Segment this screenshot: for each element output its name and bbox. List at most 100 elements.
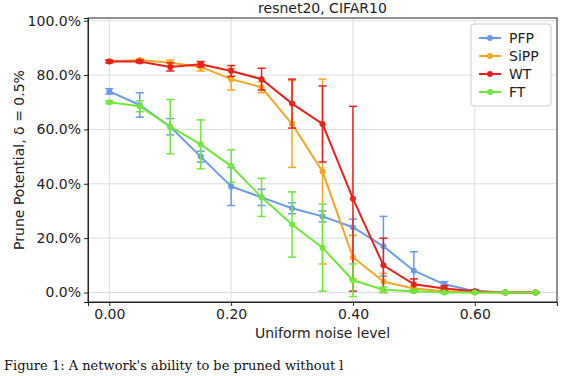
- error-bar-cap: [288, 78, 296, 80]
- plot-frame: [88, 18, 557, 302]
- tick: 20.0%: [37, 230, 88, 246]
- annotation: Figure 1: A network's ability to be prun…: [4, 358, 344, 373]
- error-bar: [319, 86, 327, 162]
- series-line: [109, 102, 535, 292]
- error-bar: [166, 63, 174, 71]
- point: [228, 68, 234, 74]
- tick: 60.0%: [37, 121, 88, 137]
- point: [502, 289, 508, 295]
- error-bar: [197, 120, 205, 169]
- error-bar: [197, 61, 205, 66]
- error-bar-cap: [197, 168, 205, 170]
- point: [167, 124, 173, 130]
- error-bar-cap: [319, 78, 327, 80]
- error-bar-cap: [166, 99, 174, 101]
- point: [167, 124, 173, 130]
- x-axis: 0.00 0.20 0.40 0.60: [89, 302, 558, 322]
- error-bar-cap: [349, 296, 357, 298]
- tick-mark: [84, 292, 88, 293]
- tick-label: 0.20: [216, 306, 247, 322]
- error-bar-cap: [319, 85, 327, 87]
- point: [350, 196, 356, 202]
- tick-mark: [84, 184, 88, 185]
- point: [411, 288, 417, 294]
- tick-label: 0.00: [94, 306, 125, 322]
- point: [380, 262, 386, 268]
- error-bar-cap: [258, 216, 266, 218]
- point: [472, 289, 478, 295]
- error-bar-cap: [410, 278, 418, 280]
- error-bar-cap: [166, 70, 174, 72]
- tick-label: 0.40: [338, 306, 369, 322]
- legend: PFPSiPPWTFT: [471, 24, 551, 106]
- legend-label: PFP: [509, 30, 534, 46]
- point: [350, 277, 356, 283]
- point: [502, 289, 508, 295]
- tick-mark: [84, 75, 88, 76]
- error-bar-cap: [258, 89, 266, 91]
- error-bar-cap: [319, 290, 327, 292]
- point: [289, 222, 295, 228]
- legend-marker: [487, 89, 493, 95]
- point: [380, 287, 386, 293]
- legend-marker: [487, 71, 493, 77]
- error-bar: [258, 68, 266, 90]
- tick-mark: [84, 21, 88, 22]
- point: [411, 268, 417, 274]
- point: [533, 289, 539, 295]
- point: [198, 141, 204, 147]
- point: [259, 194, 265, 200]
- error-bar-cap: [166, 153, 174, 155]
- error-bar: [288, 79, 296, 128]
- point: [441, 289, 447, 295]
- grid-line: [88, 20, 557, 21]
- point: [502, 289, 508, 295]
- point: [106, 88, 112, 94]
- point: [502, 289, 508, 295]
- error-bar-cap: [136, 116, 144, 118]
- point: [320, 245, 326, 251]
- error-bar: [288, 192, 296, 257]
- error-bar-cap: [349, 263, 357, 265]
- error-bar: [410, 252, 418, 290]
- error-bar-cap: [258, 68, 266, 70]
- tick-label: 100.0%: [28, 13, 81, 29]
- error-bar: [379, 287, 387, 292]
- point: [533, 289, 539, 295]
- point: [137, 58, 143, 64]
- error-bar-cap: [288, 191, 296, 193]
- error-bar: [227, 150, 235, 183]
- error-bar-cap: [197, 70, 205, 72]
- tick: 100.0%: [28, 13, 88, 29]
- tick: 80.0%: [37, 67, 88, 83]
- title: resnet20, CIFAR10: [258, 0, 387, 16]
- error-bar: [105, 89, 113, 94]
- chart: 0.000.200.400.600.0%20.0%40.0%60.0%80.0%…: [0, 0, 580, 376]
- error-bar-cap: [136, 111, 144, 113]
- grid-line: [352, 18, 353, 302]
- point: [533, 289, 539, 295]
- point: [259, 76, 265, 82]
- point: [259, 194, 265, 200]
- error-bar-cap: [288, 167, 296, 169]
- tick: 0.0%: [45, 284, 88, 300]
- point: [320, 169, 326, 175]
- tick: 0.40: [338, 302, 369, 322]
- error-bar-cap: [319, 203, 327, 205]
- legend-label: SiPP: [509, 48, 539, 64]
- legend-marker: [487, 35, 493, 41]
- error-bar-cap: [136, 100, 144, 102]
- error-bar: [227, 68, 235, 90]
- point: [106, 58, 112, 64]
- error-bar-cap: [319, 161, 327, 163]
- tick: 0.60: [460, 302, 491, 322]
- tick-label: 80.0%: [37, 67, 81, 83]
- legend-marker: [487, 53, 493, 59]
- point: [228, 163, 234, 169]
- error-bar-cap: [227, 182, 235, 184]
- tick: 0.00: [94, 302, 125, 322]
- tick-mark: [84, 238, 88, 239]
- error-bar-cap: [227, 76, 235, 78]
- tick: 0.20: [216, 302, 247, 322]
- error-bar-cap: [136, 92, 144, 94]
